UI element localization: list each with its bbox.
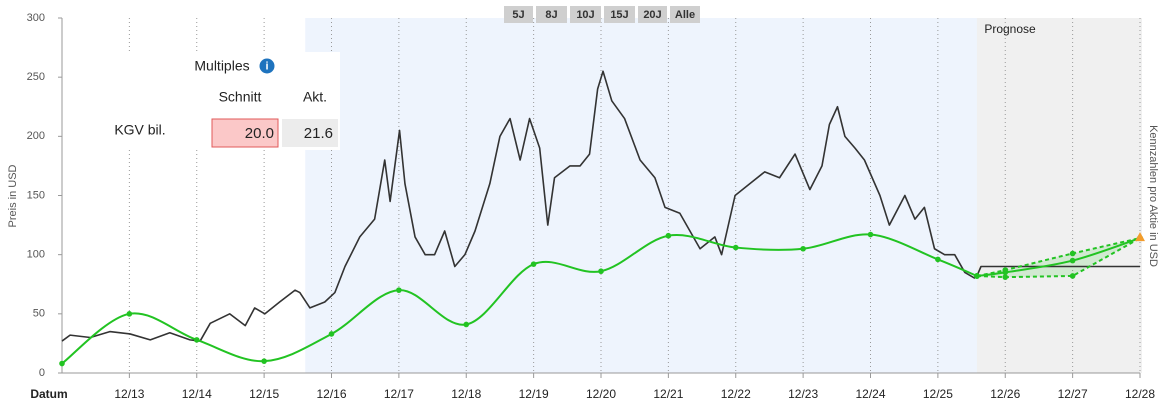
data-point	[193, 337, 200, 343]
data-point	[1069, 250, 1076, 257]
data-point	[126, 311, 133, 317]
background	[305, 18, 1142, 373]
data-point	[463, 321, 470, 328]
average-cell	[211, 118, 279, 148]
forecast-band	[976, 238, 1140, 278]
range-button[interactable]	[638, 6, 667, 23]
data-point	[800, 245, 806, 252]
info-icon[interactable]	[259, 58, 275, 74]
x-axis-label: Datum	[30, 387, 67, 401]
range-button[interactable]	[670, 6, 700, 23]
average-value: 20.0	[245, 125, 274, 142]
range-button[interactable]	[504, 6, 533, 23]
data-point	[530, 261, 537, 267]
x-tick-label: 12/26	[990, 387, 1020, 401]
plot	[59, 70, 1145, 367]
forecast-region	[976, 18, 1142, 373]
current-cell	[282, 119, 338, 147]
data-point	[974, 273, 980, 279]
range-button[interactable]	[570, 6, 601, 23]
data-point	[1002, 267, 1009, 273]
y-tick-label: 50	[33, 308, 45, 320]
fair-value-line	[976, 237, 1141, 277]
x-tick-label: 12/22	[721, 387, 751, 401]
current-value: 21.6	[304, 125, 333, 142]
data-point	[1002, 274, 1009, 280]
x-tick-label: 12/19	[519, 387, 549, 401]
fair-value-line	[976, 237, 1141, 279]
fair-value-line	[976, 237, 1141, 277]
range-button-label[interactable]: 8J	[545, 9, 557, 21]
y-tick-label: 0	[39, 367, 45, 379]
data-point	[1069, 257, 1076, 264]
range-button[interactable]	[536, 6, 567, 23]
y-tick-label: 150	[27, 189, 45, 201]
price-line	[976, 265, 1140, 277]
range-button-label[interactable]: 5J	[512, 9, 524, 21]
row-label: KGV bil.	[114, 122, 165, 138]
y-tick-label: 250	[27, 71, 45, 83]
x-tick-label: 12/25	[923, 387, 953, 401]
highlight-region	[305, 18, 977, 373]
range-button-label[interactable]: Alle	[675, 9, 695, 21]
range-button-label[interactable]: 10J	[576, 9, 594, 21]
range-button[interactable]	[604, 6, 635, 23]
x-tick-label: 12/28	[1125, 387, 1155, 401]
data-point	[935, 256, 941, 263]
x-tick-label: 12/24	[855, 387, 885, 401]
x-tick-label: 12/15	[249, 387, 279, 401]
data-point	[732, 244, 739, 251]
x-tick-label: 12/21	[653, 387, 683, 401]
info-icon-glyph: i	[265, 60, 268, 72]
x-tick-label: 12/16	[316, 387, 346, 401]
y-tick-label: 100	[27, 249, 45, 261]
data-point	[867, 231, 874, 238]
x-tick-label: 12/17	[384, 387, 414, 401]
x-tick-label: 12/27	[1058, 387, 1088, 401]
y-tick-label: 300	[27, 12, 45, 24]
data-point	[261, 358, 267, 364]
x-tick-label: 12/14	[182, 387, 212, 401]
y-axis-label: Preis in USD	[7, 164, 19, 227]
column-header: Schnitt	[219, 89, 262, 105]
data-point	[665, 232, 672, 239]
overlay: Multiples i Schnitt Akt. KGV bil. 20.0 2…	[7, 6, 1159, 401]
y-tick-label: 200	[27, 130, 45, 142]
x-tick-label: 12/20	[586, 387, 616, 401]
data-point	[59, 360, 65, 367]
fair-value-line	[61, 233, 978, 365]
price-line	[61, 70, 976, 342]
y2-axis-label: Kennzahlen pro Aktie in USD	[1147, 125, 1159, 267]
range-button-label[interactable]: 15J	[610, 9, 628, 21]
x-tick-label: 12/18	[451, 387, 481, 401]
range-button-label[interactable]: 20J	[643, 9, 661, 21]
data-point	[598, 268, 604, 275]
column-header: Akt.	[303, 89, 327, 105]
data-point	[1069, 273, 1076, 279]
x-tick-label: 12/13	[114, 387, 144, 401]
grid: 0 50 100 150 200 250 300 12/13 12/14 12/15 12/16 12…	[27, 12, 1156, 401]
data-point	[396, 287, 402, 293]
data-point	[328, 331, 335, 337]
end-marker	[1135, 232, 1145, 242]
forecast-label: Prognose	[984, 22, 1036, 36]
multiples-title: Multiples	[194, 58, 249, 74]
x-tick-label: 12/23	[788, 387, 818, 401]
